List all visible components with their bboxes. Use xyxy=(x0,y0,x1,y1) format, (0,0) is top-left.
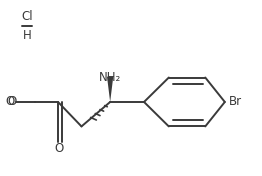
Text: Cl: Cl xyxy=(21,10,32,23)
Text: H: H xyxy=(22,29,31,42)
Text: O: O xyxy=(55,142,64,155)
Text: NH₂: NH₂ xyxy=(99,71,121,84)
Text: O: O xyxy=(6,95,15,108)
Polygon shape xyxy=(107,77,113,102)
Text: O: O xyxy=(7,95,16,108)
Text: Br: Br xyxy=(229,95,242,108)
